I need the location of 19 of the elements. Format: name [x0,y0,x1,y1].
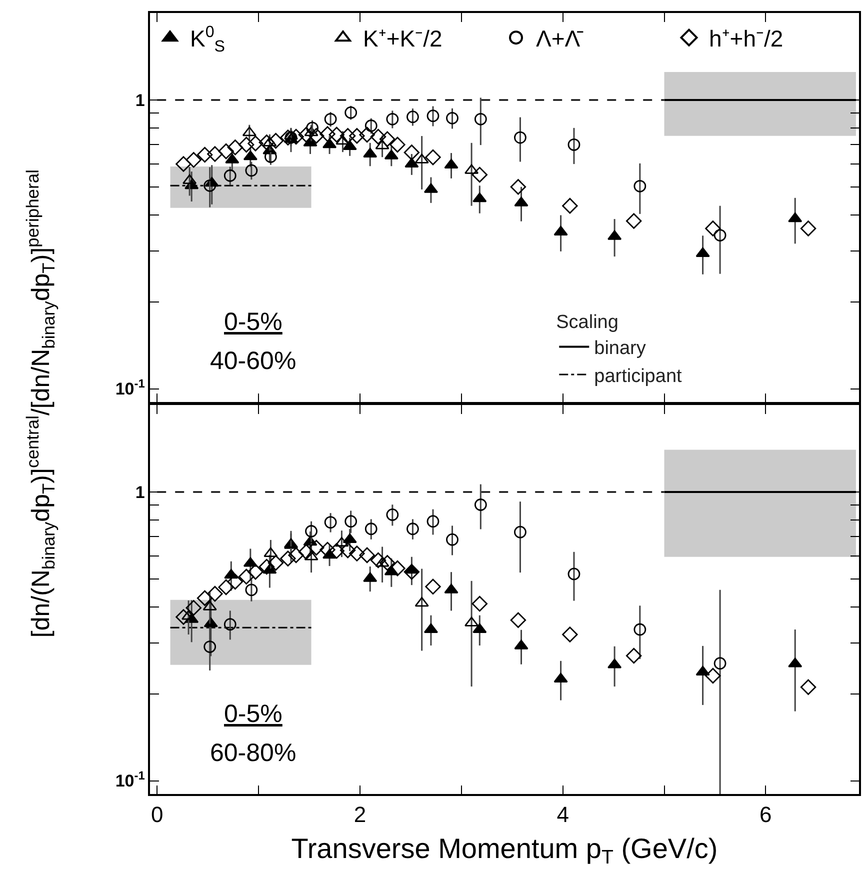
legend-title: Scaling [556,312,618,333]
y-tick-label: 1 [135,482,145,502]
legend-label: binary [594,338,646,360]
legend-label: K⁺+K⁻/2 [363,26,442,52]
x-axis-title: Transverse Momentum p$_{T}$ (GeV/c) [291,832,718,869]
y-tick-label: 10$^{-1}$ [115,768,146,791]
annotation: 40-60% [210,347,296,375]
y-tick-label: 1 [135,90,145,110]
legend-label: Λ+Λ̄ [536,26,584,52]
x-tick-label: 0 [150,802,164,828]
legend-label: participant [594,366,683,387]
x-tick-label: 4 [556,802,569,828]
annotation: 60-80% [210,739,296,767]
x-tick-label: 6 [760,802,772,828]
y-tick-label: 10$^{-1}$ [115,376,146,399]
annotation: 0-5% [224,700,282,728]
x-tick-label: 2 [354,802,366,828]
legend-label: h⁺+h⁻/2 [709,26,784,52]
annotation: 0-5% [224,308,282,336]
